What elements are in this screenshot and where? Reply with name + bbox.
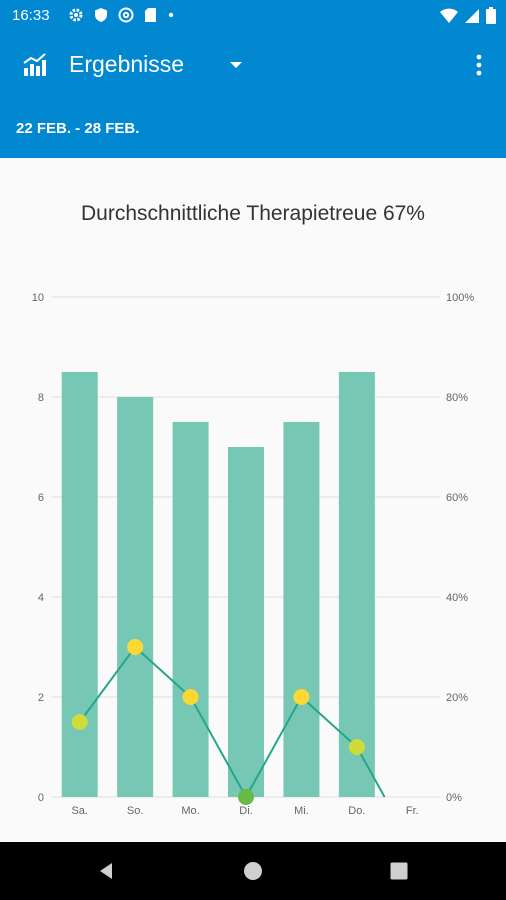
y-right-tick-label: 20% [446, 692, 468, 704]
chart-icon [23, 53, 46, 76]
bar[interactable] [228, 447, 264, 797]
app-bar: Ergebnisse 22 FEB. - 28 FEB. [0, 32, 506, 158]
data-point[interactable] [348, 739, 365, 755]
x-tick-label: Mi. [294, 805, 309, 817]
chevron-down-icon[interactable] [228, 60, 244, 70]
home-circle-icon [244, 862, 262, 880]
data-point[interactable] [238, 789, 254, 805]
bar[interactable] [117, 397, 154, 797]
at-sign-icon [118, 7, 134, 23]
overflow-menu-icon[interactable] [472, 52, 486, 78]
status-icons-right [440, 7, 496, 24]
y-left-tick-label: 2 [38, 692, 44, 704]
bar[interactable] [338, 372, 375, 797]
y-left-tick-label: 6 [38, 492, 44, 504]
y-right-tick-label: 60% [446, 492, 468, 504]
home-button[interactable] [223, 842, 283, 900]
x-tick-label: Di. [239, 805, 252, 817]
data-point[interactable] [293, 689, 310, 705]
back-triangle-icon [100, 863, 112, 879]
x-tick-label: Mo. [181, 805, 199, 817]
status-bar: 16:33 [0, 0, 506, 32]
status-icons-left [68, 7, 175, 23]
data-point[interactable] [182, 689, 199, 705]
data-point[interactable] [127, 639, 144, 655]
shield-icon [95, 8, 107, 22]
y-right-tick-label: 40% [446, 592, 468, 604]
page-title[interactable]: Ergebnisse [69, 51, 185, 77]
x-tick-label: Sa. [71, 805, 88, 817]
x-tick-label: So. [127, 805, 144, 817]
status-time: 16:33 [12, 7, 50, 24]
date-range: 22 FEB. - 28 FEB. [16, 120, 140, 137]
x-tick-label: Fr. [406, 805, 419, 817]
bar[interactable] [283, 422, 320, 797]
back-button[interactable] [76, 842, 136, 900]
y-left-tick-label: 4 [38, 592, 44, 604]
y-left-tick-label: 8 [38, 392, 44, 404]
chart-title: Durchschnittliche Therapietreue 67% [81, 202, 425, 225]
bar[interactable] [172, 422, 209, 797]
x-tick-label: Do. [348, 805, 365, 817]
y-left-tick-label: 10 [32, 292, 44, 304]
dot-icon [168, 12, 174, 18]
y-right-tick-label: 0% [446, 792, 462, 804]
y-left-tick-label: 0 [38, 792, 44, 804]
navigation-bar [0, 842, 506, 900]
sd-card-icon [145, 8, 156, 22]
wifi-icon [440, 8, 458, 23]
recents-button[interactable] [369, 842, 429, 900]
bar[interactable] [61, 372, 98, 797]
cellular-signal-icon [465, 8, 479, 23]
adherence-chart: 0 0% 2 20% 4 40% 6 60% 8 80% 10 100% Sa. So. Mo. Di. Mi.… [32, 292, 475, 817]
recents-square-icon [390, 862, 408, 880]
battery-icon [486, 7, 496, 24]
y-right-tick-label: 80% [446, 392, 468, 404]
gear-icon [69, 8, 83, 22]
y-right-tick-label: 100% [446, 292, 474, 304]
data-point[interactable] [71, 714, 88, 730]
